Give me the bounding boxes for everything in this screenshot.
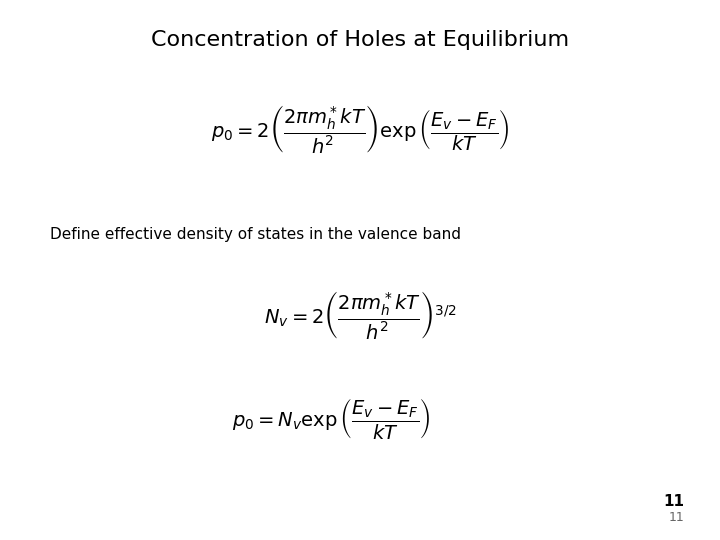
Text: $p_0 = N_v \exp\left(\dfrac{E_v - E_F}{kT}\right)$: $p_0 = N_v \exp\left(\dfrac{E_v - E_F}{k… (232, 396, 431, 441)
Text: 11: 11 (668, 511, 684, 524)
Text: $p_0 = 2\left(\dfrac{2\pi m_h^* kT}{h^2}\right)\exp\left(\dfrac{E_v - E_F}{kT}\r: $p_0 = 2\left(\dfrac{2\pi m_h^* kT}{h^2}… (211, 104, 509, 156)
Text: 11: 11 (663, 494, 684, 509)
Text: $N_v = 2\left(\dfrac{2\pi m_h^* kT}{h^2}\right)^{3/2}$: $N_v = 2\left(\dfrac{2\pi m_h^* kT}{h^2}… (264, 290, 456, 342)
Text: Define effective density of states in the valence band: Define effective density of states in th… (50, 227, 462, 242)
Text: Concentration of Holes at Equilibrium: Concentration of Holes at Equilibrium (151, 30, 569, 50)
